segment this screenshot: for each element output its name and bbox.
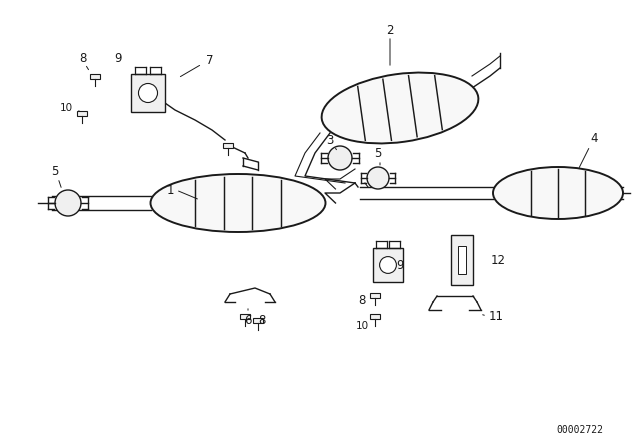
- Ellipse shape: [322, 73, 478, 143]
- Text: 9: 9: [396, 258, 404, 271]
- Text: 10: 10: [355, 321, 369, 331]
- Bar: [373, 248, 403, 282]
- Bar: [458, 246, 467, 274]
- Text: 11: 11: [488, 310, 504, 323]
- Text: 3: 3: [326, 134, 333, 146]
- Bar: [370, 314, 380, 319]
- Circle shape: [328, 146, 352, 170]
- Text: 12: 12: [490, 254, 506, 267]
- Bar: [240, 314, 250, 319]
- Text: 8: 8: [79, 52, 86, 65]
- Text: 5: 5: [51, 164, 59, 177]
- Text: 8: 8: [259, 314, 266, 327]
- Text: 6: 6: [244, 314, 252, 327]
- Bar: [223, 142, 233, 147]
- Text: 10: 10: [60, 103, 72, 113]
- Ellipse shape: [150, 174, 326, 232]
- Text: 4: 4: [590, 132, 598, 145]
- Text: 1: 1: [166, 184, 173, 197]
- Text: 00002722: 00002722: [557, 425, 604, 435]
- Text: 7: 7: [206, 53, 214, 66]
- Ellipse shape: [493, 167, 623, 219]
- Bar: [77, 111, 87, 116]
- Bar: [451, 235, 473, 285]
- Circle shape: [138, 83, 157, 103]
- Text: 8: 8: [358, 293, 365, 306]
- Text: 2: 2: [387, 23, 394, 36]
- Text: 5: 5: [374, 146, 381, 159]
- Circle shape: [55, 190, 81, 216]
- Bar: [370, 293, 380, 297]
- Bar: [131, 74, 165, 112]
- Circle shape: [380, 257, 396, 273]
- Bar: [253, 318, 263, 323]
- Text: 9: 9: [115, 52, 122, 65]
- Circle shape: [367, 167, 389, 189]
- Bar: [90, 73, 100, 78]
